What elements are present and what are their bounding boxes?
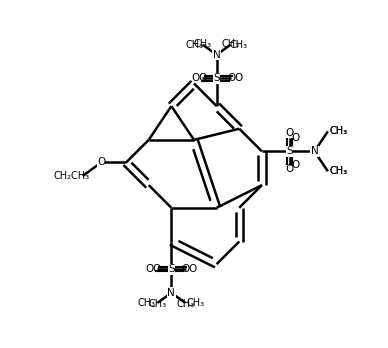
Text: O: O xyxy=(286,164,294,174)
Text: S: S xyxy=(213,73,220,84)
Text: O: O xyxy=(191,73,199,84)
Text: O: O xyxy=(152,264,161,274)
Text: CH₃: CH₃ xyxy=(230,40,248,50)
Text: S: S xyxy=(168,264,175,274)
Text: O: O xyxy=(146,264,154,274)
Text: N: N xyxy=(310,147,318,156)
Text: CH₃: CH₃ xyxy=(148,299,166,309)
Text: CH₃: CH₃ xyxy=(329,126,347,136)
Text: S: S xyxy=(168,264,175,274)
Text: CH₃: CH₃ xyxy=(138,298,156,308)
Text: CH₃: CH₃ xyxy=(329,166,347,176)
Text: O: O xyxy=(234,73,242,84)
Text: O: O xyxy=(286,128,294,139)
Text: O: O xyxy=(189,264,197,274)
Text: CH₃: CH₃ xyxy=(194,39,212,49)
Text: CH₃: CH₃ xyxy=(176,299,194,309)
Text: CH₃: CH₃ xyxy=(187,298,205,308)
Text: O: O xyxy=(198,73,206,84)
Text: CH₃: CH₃ xyxy=(185,40,203,50)
Text: N: N xyxy=(310,147,318,156)
Text: CH₃: CH₃ xyxy=(222,39,240,49)
Text: O: O xyxy=(97,158,105,167)
Text: N: N xyxy=(213,49,220,59)
Text: N: N xyxy=(168,288,175,298)
Text: S: S xyxy=(213,73,220,84)
Text: N: N xyxy=(168,289,175,299)
Text: S: S xyxy=(286,147,293,156)
Text: N: N xyxy=(213,50,220,60)
Text: O: O xyxy=(227,73,236,84)
Text: CH₂CH₃: CH₂CH₃ xyxy=(54,171,90,181)
Text: O: O xyxy=(291,133,300,143)
Text: CH₃: CH₃ xyxy=(329,126,347,136)
Text: O: O xyxy=(182,264,190,274)
Text: S: S xyxy=(286,147,293,156)
Text: O: O xyxy=(291,160,300,170)
Text: CH₃: CH₃ xyxy=(329,166,347,176)
